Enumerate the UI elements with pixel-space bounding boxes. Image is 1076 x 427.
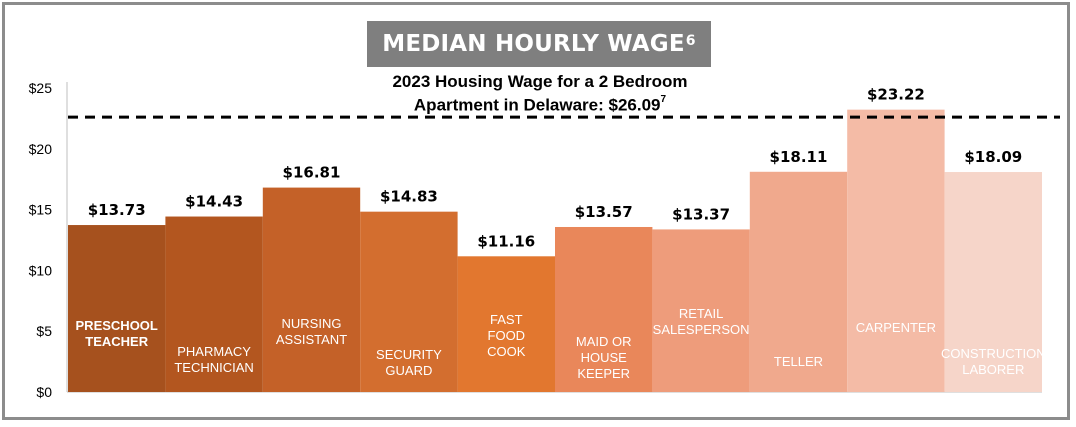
bar-category-label: SALESPERSON: [653, 322, 750, 337]
bar-category-label: CARPENTER: [856, 320, 936, 335]
annotation-line-2: Apartment in Delaware: $26.097: [320, 92, 760, 116]
bar-category-label: RETAIL: [679, 306, 724, 321]
bar-value-label: $23.22: [867, 86, 925, 104]
bar-value-label: $16.81: [283, 164, 341, 182]
annotation-line-1: 2023 Housing Wage for a 2 Bedroom: [392, 72, 688, 91]
bar-category-label: KEEPER: [577, 366, 630, 381]
bar-category-label: ASSISTANT: [276, 332, 347, 347]
bar-value-label: $13.73: [88, 201, 146, 219]
bar-category-label: MAID OR: [576, 334, 632, 349]
bar-category-label: TECHNICIAN: [174, 360, 253, 375]
housing-wage-annotation: 2023 Housing Wage for a 2 Bedroom Apartm…: [320, 72, 760, 116]
chart-title-footnote: 6: [685, 33, 696, 49]
bar: [360, 211, 458, 392]
y-tick-label: $25: [29, 80, 53, 96]
bar: [555, 226, 653, 392]
bar-value-label: $18.11: [770, 148, 828, 166]
y-tick-label: $20: [29, 141, 53, 157]
bar-category-label: NURSING: [282, 316, 342, 331]
chart-title: MEDIAN HOURLY WAGE 6: [367, 21, 711, 67]
bar-category-label: HOUSE: [581, 350, 628, 365]
y-tick-label: $10: [29, 262, 53, 278]
bar-category-label: FOOD: [488, 328, 526, 343]
bar-value-label: $13.57: [575, 203, 633, 221]
bar: [262, 187, 361, 392]
bar-value-label: $18.09: [964, 148, 1022, 166]
bar-value-label: $14.43: [185, 193, 243, 211]
bar-category-label: PHARMACY: [177, 344, 251, 359]
bar-value-label: $13.37: [672, 205, 730, 223]
bar-category-label: GUARD: [385, 363, 432, 378]
bar: [165, 216, 263, 392]
bar-category-label: PRESCHOOL: [76, 318, 158, 333]
bar-category-label: SECURITY: [376, 347, 442, 362]
bar: [847, 109, 945, 392]
bar-category-label: CONSTRUCTION: [941, 346, 1046, 361]
y-tick-label: $0: [36, 384, 52, 400]
bar-category-label: COOK: [487, 344, 526, 359]
bar: [457, 256, 555, 392]
bar: [749, 171, 848, 392]
y-tick-label: $15: [29, 202, 53, 218]
bar-category-label: TELLER: [774, 354, 823, 369]
annotation-line-2-text: Apartment in Delaware: $26.09: [413, 95, 661, 115]
chart-title-text: MEDIAN HOURLY WAGE: [382, 31, 685, 57]
bar-category-label: LABORER: [962, 362, 1024, 377]
bar: [68, 225, 166, 392]
annotation-footnote: 7: [660, 94, 667, 105]
bar-value-label: $11.16: [477, 232, 535, 250]
y-tick-label: $5: [36, 323, 52, 339]
bar: [652, 229, 750, 392]
bar-category-label: FAST: [490, 312, 523, 327]
bar: [944, 172, 1042, 392]
bar-value-label: $14.83: [380, 188, 438, 206]
bar-category-label: TEACHER: [85, 334, 148, 349]
